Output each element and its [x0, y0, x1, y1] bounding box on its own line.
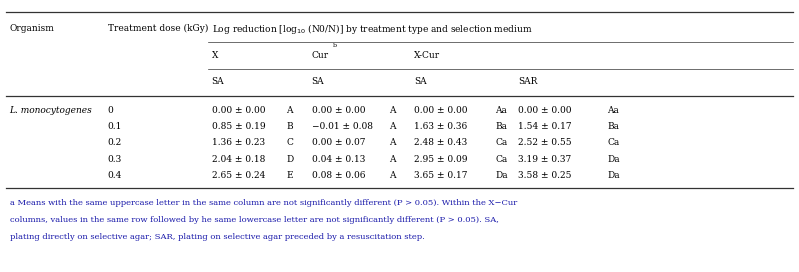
Text: 2.95 ± 0.09: 2.95 ± 0.09 — [414, 154, 467, 164]
Text: C: C — [286, 138, 293, 147]
Text: A: A — [286, 106, 292, 115]
Text: 2.65 ± 0.24: 2.65 ± 0.24 — [212, 171, 265, 180]
Text: B: B — [286, 122, 292, 131]
Text: Treatment dose (kGy): Treatment dose (kGy) — [108, 24, 209, 33]
Text: 0.85 ± 0.19: 0.85 ± 0.19 — [212, 122, 265, 131]
Text: 0.1: 0.1 — [108, 122, 122, 131]
Text: 2.48 ± 0.43: 2.48 ± 0.43 — [414, 138, 467, 147]
Text: A: A — [389, 154, 396, 164]
Text: columns, values in the same row followed by he same lowercase letter are not sig: columns, values in the same row followed… — [10, 216, 499, 224]
Text: 0: 0 — [108, 106, 113, 115]
Text: 1.63 ± 0.36: 1.63 ± 0.36 — [414, 122, 467, 131]
Text: 3.19 ± 0.37: 3.19 ± 0.37 — [518, 154, 571, 164]
Text: SAR: SAR — [518, 77, 537, 86]
Text: SA: SA — [212, 77, 225, 86]
Text: SA: SA — [312, 77, 324, 86]
Text: 0.00 ± 0.00: 0.00 ± 0.00 — [312, 106, 365, 115]
Text: D: D — [286, 154, 293, 164]
Text: 0.00 ± 0.00: 0.00 ± 0.00 — [212, 106, 265, 115]
Text: 0.00 ± 0.07: 0.00 ± 0.07 — [312, 138, 365, 147]
Text: a Means with the same uppercase letter in the same column are not significantly : a Means with the same uppercase letter i… — [10, 199, 517, 207]
Text: Ca: Ca — [495, 138, 507, 147]
Text: plating directly on selective agar; SAR, plating on selective agar preceded by a: plating directly on selective agar; SAR,… — [10, 233, 424, 241]
Text: 1.54 ± 0.17: 1.54 ± 0.17 — [518, 122, 571, 131]
Text: Da: Da — [607, 154, 620, 164]
Text: Cur: Cur — [312, 51, 328, 60]
Text: A: A — [389, 106, 396, 115]
Text: 2.52 ± 0.55: 2.52 ± 0.55 — [518, 138, 571, 147]
Text: Ba: Ba — [495, 122, 507, 131]
Text: 3.65 ± 0.17: 3.65 ± 0.17 — [414, 171, 467, 180]
Text: Ca: Ca — [607, 138, 619, 147]
Text: 0.3: 0.3 — [108, 154, 122, 164]
Text: Da: Da — [607, 171, 620, 180]
Text: Ca: Ca — [495, 154, 507, 164]
Text: 0.04 ± 0.13: 0.04 ± 0.13 — [312, 154, 365, 164]
Text: 0.2: 0.2 — [108, 138, 122, 147]
Text: X: X — [212, 51, 218, 60]
Text: Da: Da — [495, 171, 508, 180]
Text: Ba: Ba — [607, 122, 619, 131]
Text: A: A — [389, 171, 396, 180]
Text: L. monocytogenes: L. monocytogenes — [10, 106, 93, 115]
Text: 3.58 ± 0.25: 3.58 ± 0.25 — [518, 171, 571, 180]
Text: A: A — [389, 122, 396, 131]
Text: −0.01 ± 0.08: −0.01 ± 0.08 — [312, 122, 372, 131]
Text: 0.08 ± 0.06: 0.08 ± 0.06 — [312, 171, 365, 180]
Text: A: A — [389, 138, 396, 147]
Text: Aa: Aa — [607, 106, 619, 115]
Text: 0.00 ± 0.00: 0.00 ± 0.00 — [518, 106, 571, 115]
Text: 2.04 ± 0.18: 2.04 ± 0.18 — [212, 154, 265, 164]
Text: E: E — [286, 171, 292, 180]
Text: Aa: Aa — [495, 106, 507, 115]
Text: 0.4: 0.4 — [108, 171, 122, 180]
Text: b: b — [332, 43, 336, 48]
Text: X-Cur: X-Cur — [414, 51, 440, 60]
Text: 1.36 ± 0.23: 1.36 ± 0.23 — [212, 138, 264, 147]
Text: Log reduction [log$_{10}$ (N0/N)] by treatment type and selection medium: Log reduction [log$_{10}$ (N0/N)] by tre… — [212, 21, 532, 36]
Text: Organism: Organism — [10, 24, 54, 33]
Text: 0.00 ± 0.00: 0.00 ± 0.00 — [414, 106, 467, 115]
Text: SA: SA — [414, 77, 427, 86]
